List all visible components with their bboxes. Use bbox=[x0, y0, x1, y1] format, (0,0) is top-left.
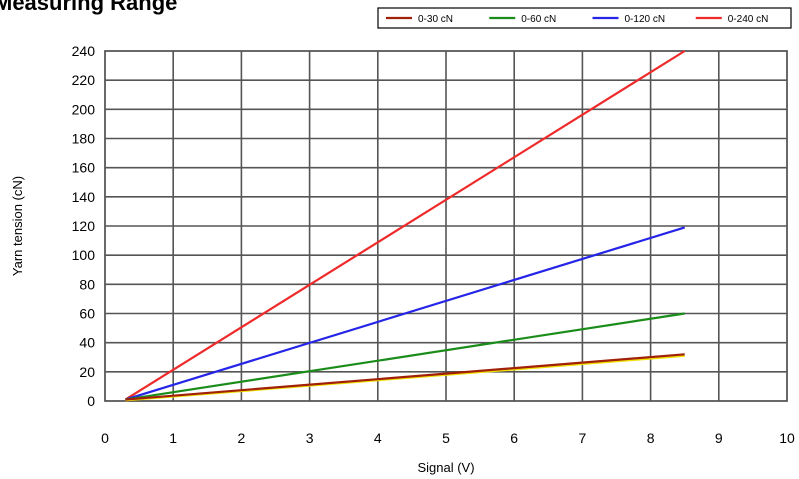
x-tick-label: 3 bbox=[306, 430, 314, 446]
x-tick-label: 2 bbox=[238, 430, 246, 446]
y-tick-label: 20 bbox=[79, 364, 95, 380]
tick-labels: 0 1 2 3 4 5 6 7 8 9 100204060801001201401601802002… bbox=[72, 43, 795, 446]
y-tick-label: 100 bbox=[72, 247, 96, 263]
y-tick-label: 220 bbox=[72, 72, 96, 88]
y-tick-label: 160 bbox=[72, 160, 96, 176]
y-tick-label: 40 bbox=[79, 335, 95, 351]
legend-label: 0-30 cN bbox=[418, 14, 453, 25]
legend-label: 0-60 cN bbox=[521, 14, 556, 25]
grid bbox=[104, 50, 788, 402]
legend-box bbox=[377, 7, 792, 29]
legend: 0-30 cN 0-60 cN 0-120 cN 0-240 cN bbox=[377, 7, 792, 29]
y-tick-label: 140 bbox=[72, 189, 96, 205]
legend-label: 0-120 cN bbox=[625, 14, 666, 25]
x-tick-label: 5 bbox=[442, 430, 450, 446]
y-tick-label: 120 bbox=[72, 218, 96, 234]
y-axis-title: Yarn tension (cN) bbox=[10, 176, 25, 276]
y-tick-label: 200 bbox=[72, 101, 96, 117]
x-tick-label: 6 bbox=[510, 430, 518, 446]
x-tick-label: 8 bbox=[647, 430, 655, 446]
y-tick-label: 0 bbox=[87, 393, 95, 409]
x-tick-label: 4 bbox=[374, 430, 382, 446]
series-line-2 bbox=[125, 312, 685, 401]
y-tick-label: 180 bbox=[72, 131, 96, 147]
y-tick-label: 240 bbox=[72, 43, 96, 59]
legend-label: 0-240 cN bbox=[728, 14, 769, 25]
chart-title: Measuring Range bbox=[0, 0, 177, 15]
series-line-3 bbox=[125, 226, 686, 401]
y-tick-label: 80 bbox=[79, 276, 95, 292]
x-tick-label: 9 bbox=[715, 430, 723, 446]
x-tick-label: 10 bbox=[779, 430, 795, 446]
series-lines bbox=[124, 50, 686, 402]
y-tick-label: 60 bbox=[79, 306, 95, 322]
x-tick-label: 1 bbox=[169, 430, 177, 446]
x-tick-label: 0 bbox=[101, 430, 109, 446]
x-axis-title: Signal (V) bbox=[417, 460, 474, 475]
x-tick-label: 7 bbox=[579, 430, 587, 446]
series-line-1 bbox=[125, 353, 685, 401]
series-line-4 bbox=[124, 50, 686, 401]
